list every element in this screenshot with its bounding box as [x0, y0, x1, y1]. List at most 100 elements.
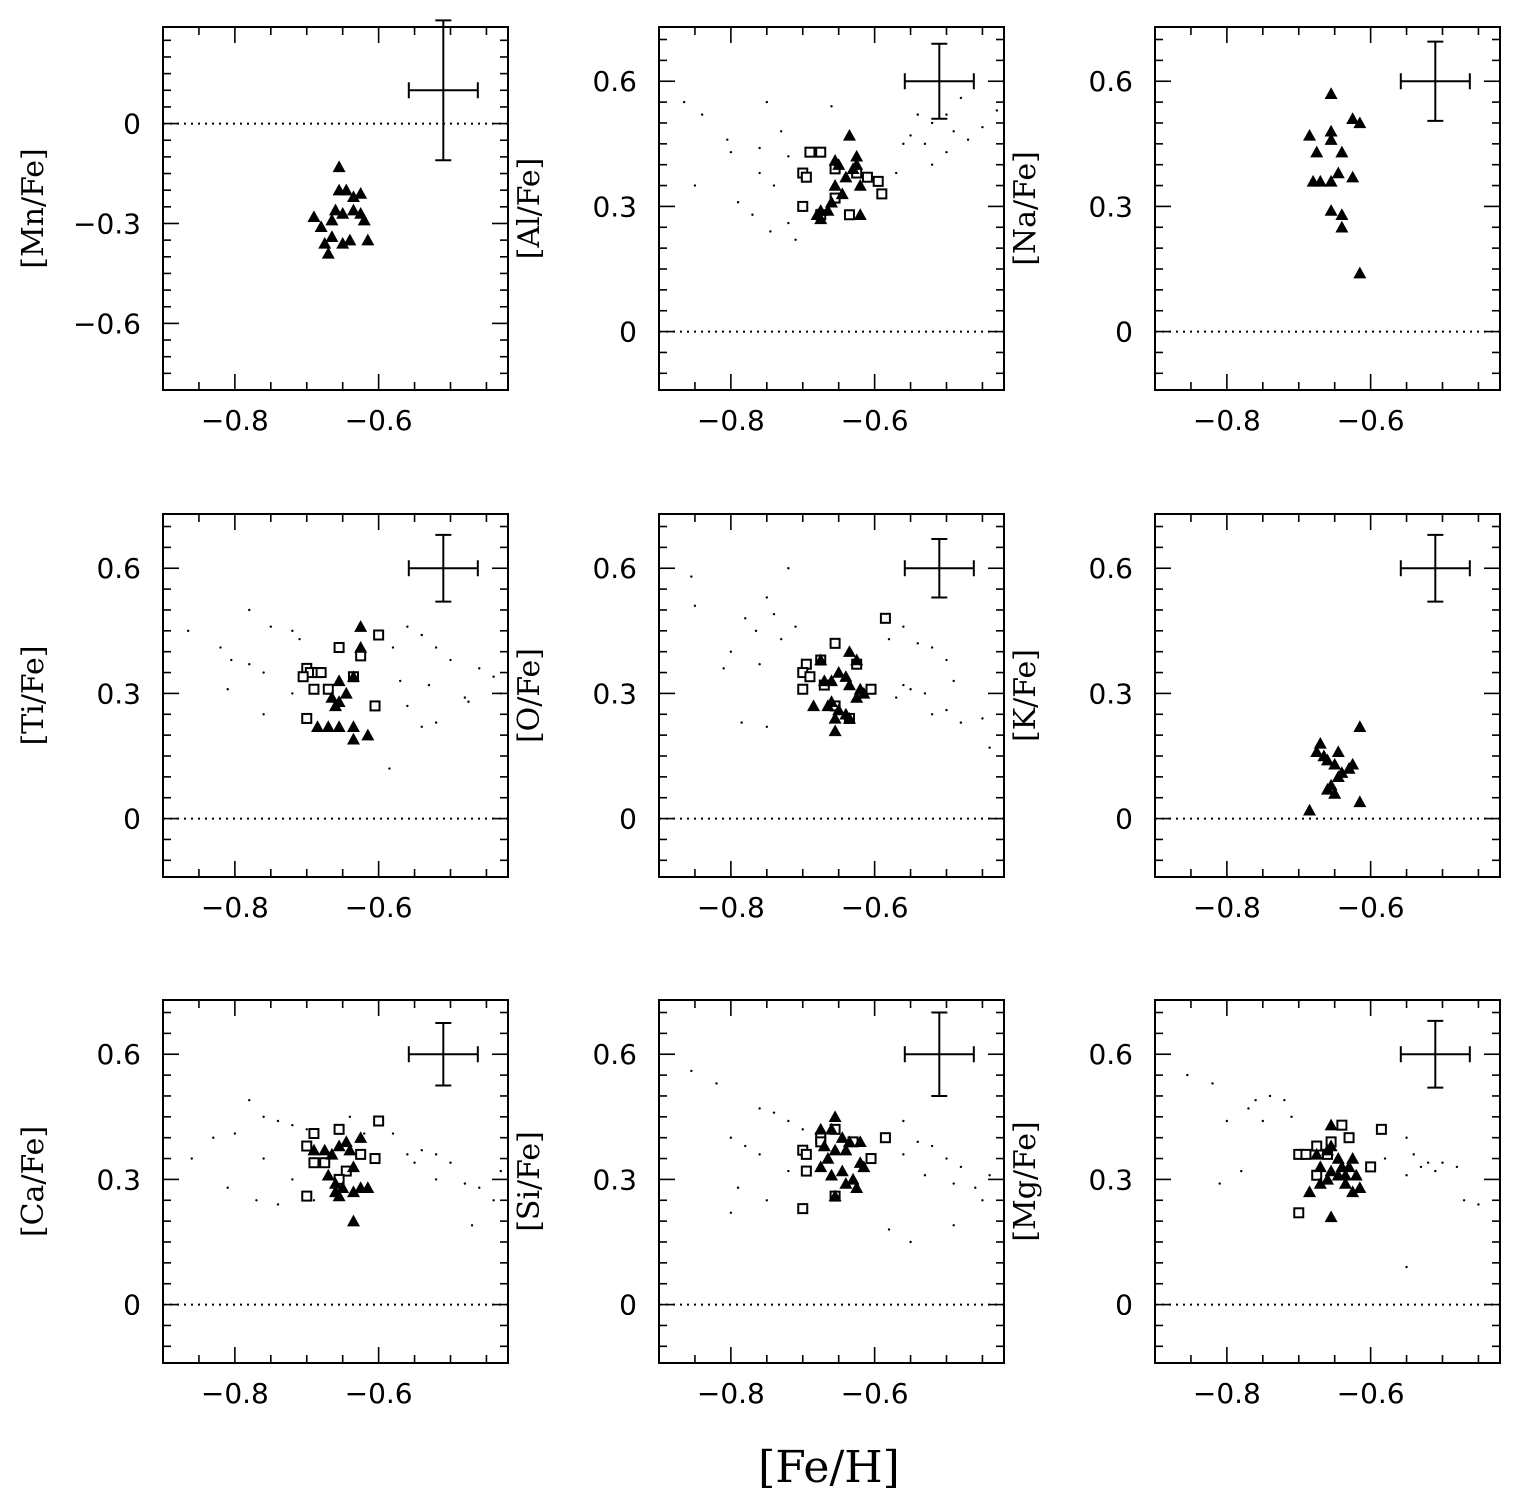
- filled-triangle-point: [1335, 145, 1349, 158]
- comparison-point: [894, 696, 898, 699]
- open-square-point: [322, 683, 334, 695]
- comparison-point: [945, 1157, 948, 1160]
- comparison-point: [1405, 1265, 1408, 1269]
- comparison-point: [230, 658, 233, 662]
- comparison-point: [787, 1169, 790, 1173]
- filled-triangle-point: [842, 645, 856, 657]
- filled-triangle-point: [1335, 208, 1349, 220]
- comparison-point: [988, 746, 991, 749]
- comparison-point: [291, 1123, 294, 1127]
- filled-triangle-point: [846, 1172, 860, 1185]
- filled-triangle-point: [346, 670, 360, 682]
- y-axis-label: [Ca/Fe]: [16, 1126, 51, 1237]
- open-square-point: [1300, 1148, 1312, 1160]
- y-tick-label: 0: [123, 803, 141, 836]
- y-tick-label: 0.6: [96, 552, 141, 585]
- comparison-point: [398, 679, 402, 683]
- filled-triangle-point: [832, 158, 846, 170]
- comparison-point: [269, 625, 273, 628]
- comparison-point: [420, 725, 423, 728]
- comparison-point: [887, 1228, 891, 1231]
- comparison-point: [363, 1132, 366, 1135]
- comparison-point: [1462, 1199, 1466, 1202]
- comparison-point: [226, 1186, 229, 1189]
- comparison-point: [751, 213, 754, 216]
- y-tick-label: 0: [123, 1289, 141, 1322]
- filled-triangle-point: [343, 1143, 357, 1156]
- x-tick-label: −0.8: [201, 404, 269, 437]
- open-square-point: [815, 146, 827, 158]
- filled-triangle-point: [346, 720, 360, 732]
- comparison-point: [492, 1199, 495, 1202]
- filled-triangle-point: [361, 728, 375, 741]
- comparison-point: [291, 1178, 294, 1181]
- filled-triangle-point: [1313, 736, 1327, 749]
- panel-7: −0.8 −0.6 0 0.3 0.6 [Ca/Fe]: [16, 999, 509, 1410]
- comparison-point: [434, 1178, 438, 1181]
- filled-triangle-point: [329, 203, 342, 216]
- comparison-point: [291, 629, 294, 633]
- filled-triangle-point: [1324, 1210, 1338, 1223]
- comparison-point: [787, 1119, 790, 1123]
- filled-triangle-point: [1310, 145, 1324, 158]
- comparison-point: [1383, 1157, 1387, 1160]
- filled-triangle-point: [346, 1160, 360, 1173]
- panel-5: −0.8 −0.6 0 0.3 0.6 [O/Fe]: [512, 513, 1005, 924]
- comparison-point: [276, 1203, 280, 1206]
- comparison-point: [463, 1182, 467, 1185]
- filled-triangle-point: [1324, 87, 1338, 99]
- filled-triangle-point: [1335, 1160, 1349, 1173]
- filled-triangle-point: [339, 686, 353, 699]
- filled-triangle-point: [361, 1181, 375, 1193]
- comparison-point: [1419, 1165, 1423, 1169]
- filled-triangle-point: [318, 1143, 332, 1156]
- filled-triangle-point: [1306, 174, 1320, 187]
- filled-triangle-point: [1303, 1185, 1317, 1198]
- filled-triangle-point: [842, 711, 856, 724]
- filled-triangle-point: [1346, 1185, 1360, 1198]
- filled-triangle-point: [314, 220, 328, 233]
- filled-triangle-point: [832, 703, 846, 716]
- comparison-point: [391, 646, 395, 649]
- comparison-point: [226, 688, 229, 691]
- comparison-point: [909, 1240, 912, 1244]
- comparison-point: [758, 171, 761, 175]
- filled-triangle-point: [332, 1189, 346, 1202]
- comparison-point: [909, 688, 912, 691]
- comparison-point: [449, 1161, 452, 1164]
- y-axis-label: [Ti/Fe]: [16, 645, 51, 745]
- comparison-point: [923, 142, 927, 146]
- filled-triangle-point: [857, 1160, 871, 1173]
- x-tick-label: −0.8: [201, 1377, 269, 1410]
- x-tick-label: −0.6: [841, 1377, 909, 1410]
- open-square-point: [373, 629, 385, 641]
- filled-triangle-point: [1353, 720, 1367, 732]
- comparison-point: [248, 608, 251, 612]
- y-tick-label: 0.3: [592, 190, 637, 223]
- open-square-point: [355, 1148, 367, 1160]
- filled-triangle-point: [825, 195, 838, 208]
- comparison-point: [902, 1119, 905, 1123]
- filled-triangle-point: [814, 212, 828, 225]
- filled-triangle-point: [1346, 1152, 1360, 1164]
- plot-frame: [1154, 999, 1501, 1364]
- panel-2: −0.8 −0.6 0 0.3 0.6 [Al/Fe]: [512, 26, 1005, 437]
- y-tick-label: 0.6: [592, 1038, 637, 1071]
- comparison-point: [291, 692, 294, 695]
- comparison-point: [1283, 1098, 1286, 1102]
- x-tick-label: −0.8: [1193, 404, 1261, 437]
- comparison-point: [945, 708, 948, 712]
- comparison-point: [248, 1098, 251, 1102]
- open-square-point: [333, 1123, 345, 1135]
- open-square-point: [1375, 1123, 1387, 1135]
- comparison-point: [772, 1111, 776, 1114]
- filled-triangle-point: [842, 678, 856, 691]
- comparison-point: [830, 105, 833, 108]
- comparison-point: [248, 663, 251, 666]
- open-square-point: [1365, 1161, 1377, 1173]
- comparison-point: [952, 679, 955, 683]
- x-tick-label: −0.6: [841, 891, 909, 924]
- y-tick-label: 0.3: [1088, 677, 1133, 710]
- comparison-point: [787, 155, 790, 158]
- comparison-point: [478, 1186, 481, 1189]
